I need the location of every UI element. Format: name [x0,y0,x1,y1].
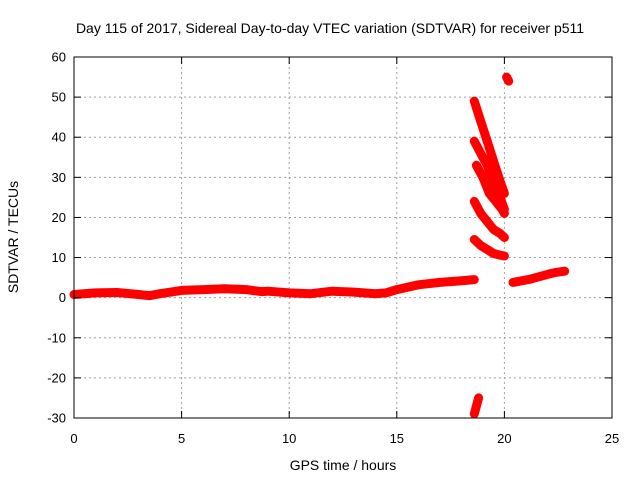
series-arc-15 [469,235,509,261]
series-arc-33 [471,160,509,218]
chart-title: Day 115 of 2017, Sidereal Day-to-day VTE… [76,20,584,36]
axis-tick-labels: 0 5 10 15 20 25 -30 -20 -10 0 10 20 30 40 50 60 [47,50,619,447]
x-tick-label: 0 [70,431,77,446]
y-tick-label: -10 [47,330,66,345]
x-axis-label: GPS time / hours [290,457,397,473]
series-arc-24 [469,196,509,242]
y-tick-label: 40 [52,130,66,145]
plot-frame [73,56,613,419]
x-tick-label: 25 [605,431,619,446]
series-arc-50 [469,96,509,198]
series-late-track [508,266,570,287]
y-tick-label: -20 [47,370,66,385]
series-negative-segment [469,393,484,419]
series-main-track [69,275,479,301]
y-tick-label: 50 [52,90,66,105]
y-tick-label: 30 [52,170,66,185]
y-tick-label: 0 [59,290,66,305]
series-outlier-55 [502,72,514,86]
grid [74,57,612,418]
x-tick-label: 5 [178,431,185,446]
y-tick-label: -30 [47,411,66,426]
series-layer [69,72,570,419]
y-axis-label: SDTVAR / TECUs [5,181,21,293]
axis-ticks [73,56,613,419]
x-tick-label: 10 [282,431,296,446]
x-tick-label: 15 [390,431,404,446]
y-tick-label: 10 [52,250,66,265]
series-arc-40 [469,136,509,214]
y-tick-label: 20 [52,210,66,225]
x-tick-label: 20 [497,431,511,446]
y-tick-label: 60 [52,50,66,65]
